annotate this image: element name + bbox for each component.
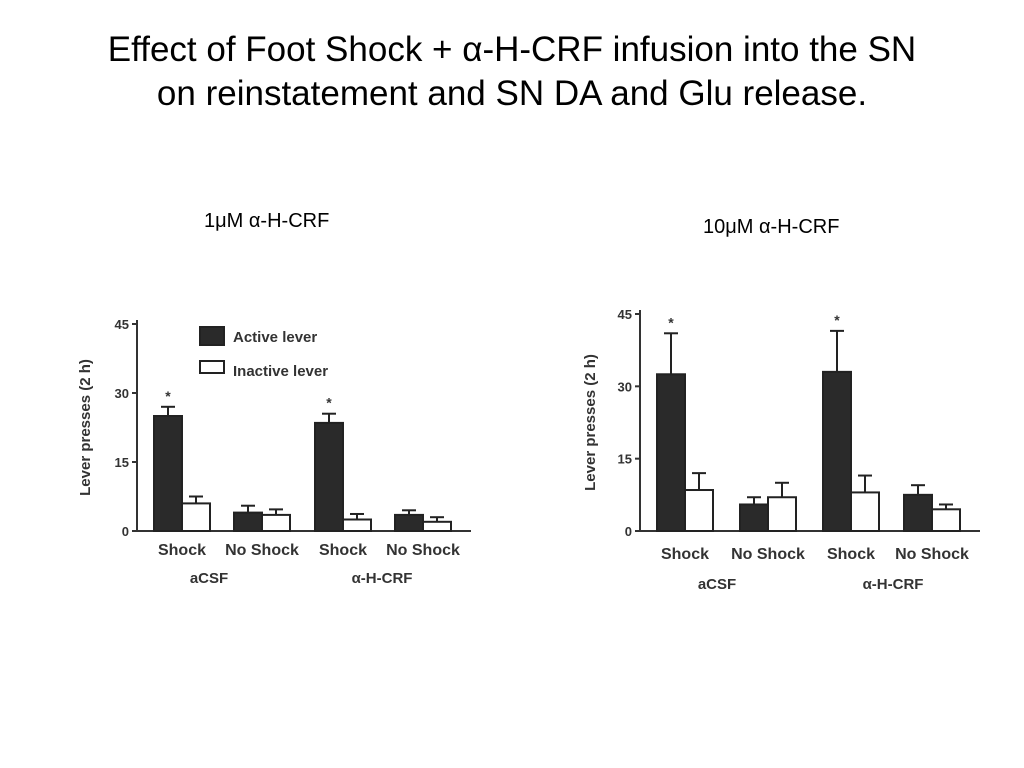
x-group-label: aCSF <box>190 570 228 587</box>
significance-star: * <box>668 314 674 330</box>
significance-star: * <box>165 388 171 404</box>
panel-label-right: 10μM α-H-CRF <box>703 216 840 238</box>
significance-star: * <box>326 395 332 411</box>
x-category-label: Shock <box>661 546 709 563</box>
y-tick-label: 45 <box>618 307 632 322</box>
legend-label-inactive: Inactive lever <box>233 363 328 380</box>
inactive-lever-bar <box>931 508 961 532</box>
x-group-label: α-H-CRF <box>352 570 413 587</box>
legend-label-active: Active lever <box>233 329 317 346</box>
x-category-label: No Shock <box>225 542 299 559</box>
panel-label-left: 1μM α-H-CRF <box>204 210 330 232</box>
x-category-label: Shock <box>158 542 206 559</box>
y-axis-label: Lever presses (2 h) <box>77 359 94 496</box>
legend-swatch-active <box>199 326 225 346</box>
significance-star: * <box>834 312 840 328</box>
inactive-lever-bar <box>684 489 714 532</box>
x-category-label: Shock <box>319 542 367 559</box>
y-tick-label: 0 <box>625 524 632 539</box>
x-group-label: α-H-CRF <box>863 576 924 593</box>
legend-swatch-inactive <box>199 360 225 374</box>
inactive-lever-bar <box>850 491 880 532</box>
slide-title: Effect of Foot Shock + α-H-CRF infusion … <box>0 28 1024 116</box>
active-lever-bar <box>822 370 852 532</box>
y-tick-label: 45 <box>115 317 129 332</box>
y-tick-label: 15 <box>115 455 129 470</box>
y-tick-label: 30 <box>618 379 632 394</box>
slide-title-line-2: on reinstatement and SN DA and Glu relea… <box>156 74 868 113</box>
slide-title-line-1: Effect of Foot Shock + α-H-CRF infusion … <box>107 30 917 69</box>
active-lever-bar <box>903 493 933 533</box>
inactive-lever-bar <box>181 502 211 532</box>
x-group-label: aCSF <box>698 576 736 593</box>
y-tick-label: 15 <box>618 452 632 467</box>
active-lever-bar <box>739 503 769 533</box>
y-axis-label: Lever presses (2 h) <box>582 354 599 491</box>
inactive-lever-bar <box>767 496 797 532</box>
y-tick-label: 0 <box>122 524 129 539</box>
active-lever-bar <box>656 373 686 532</box>
x-category-label: No Shock <box>386 542 460 559</box>
x-category-label: No Shock <box>895 546 969 563</box>
x-category-label: No Shock <box>731 546 805 563</box>
x-category-label: Shock <box>827 546 875 563</box>
active-lever-bar <box>314 421 344 532</box>
y-tick-label: 30 <box>115 386 129 401</box>
